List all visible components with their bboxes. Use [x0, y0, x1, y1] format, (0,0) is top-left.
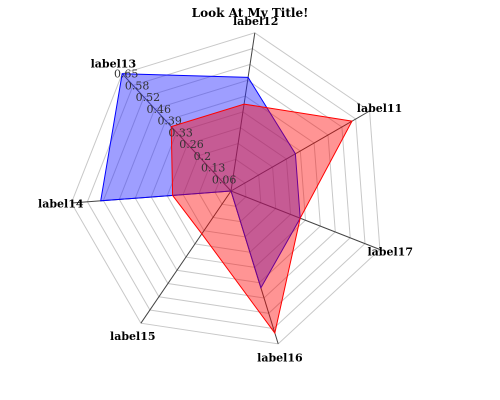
- axis-label-label17: label17: [368, 246, 413, 259]
- tick-label: 0.26: [179, 138, 204, 151]
- axis-label-label15: label15: [110, 330, 155, 343]
- axis-label-label11: label11: [357, 102, 402, 115]
- grid-ring: [70, 32, 381, 345]
- axis-label-label13: label13: [91, 57, 136, 70]
- tick-label: 0.58: [125, 79, 150, 92]
- grid-ring: [150, 111, 307, 268]
- radar-series: [100, 73, 353, 335]
- spoke: [140, 190, 232, 324]
- axis-labels: label11 label12 label13 label14 label15 label…: [38, 15, 413, 365]
- grid-ring: [214, 174, 247, 207]
- spoke: [230, 32, 256, 192]
- axis-label-label16: label16: [257, 352, 303, 365]
- chart-title: Look At My Title!: [192, 6, 309, 20]
- tick-label: 0.06: [212, 173, 237, 186]
- tick-label: 0.2: [194, 150, 212, 163]
- series-area-2: [170, 103, 353, 335]
- spoke: [230, 110, 370, 192]
- grid-ring: [134, 95, 321, 284]
- tick-label: 0.39: [157, 115, 182, 128]
- grid-ring: [86, 48, 366, 330]
- grid-ring: [118, 79, 336, 299]
- tick-label: 0.13: [201, 162, 226, 175]
- tick-label: 0.33: [168, 126, 193, 139]
- spoke: [121, 73, 232, 192]
- grid-ring: [166, 127, 292, 253]
- tick-labels: 0.060.130.20.260.330.390.460.520.580.65: [114, 68, 236, 187]
- tick-label: 0.65: [114, 68, 139, 81]
- grid-ring: [182, 142, 277, 238]
- tick-label: 0.52: [136, 91, 161, 104]
- spoke: [230, 190, 381, 250]
- radar-grid: [70, 32, 381, 345]
- axis-label-label14: label14: [38, 197, 84, 210]
- grid-ring: [102, 63, 351, 314]
- series-area-1: [100, 73, 301, 290]
- tick-label: 0.46: [147, 103, 172, 116]
- axis-label-label12: label12: [233, 15, 278, 28]
- grid-ring: [198, 158, 262, 223]
